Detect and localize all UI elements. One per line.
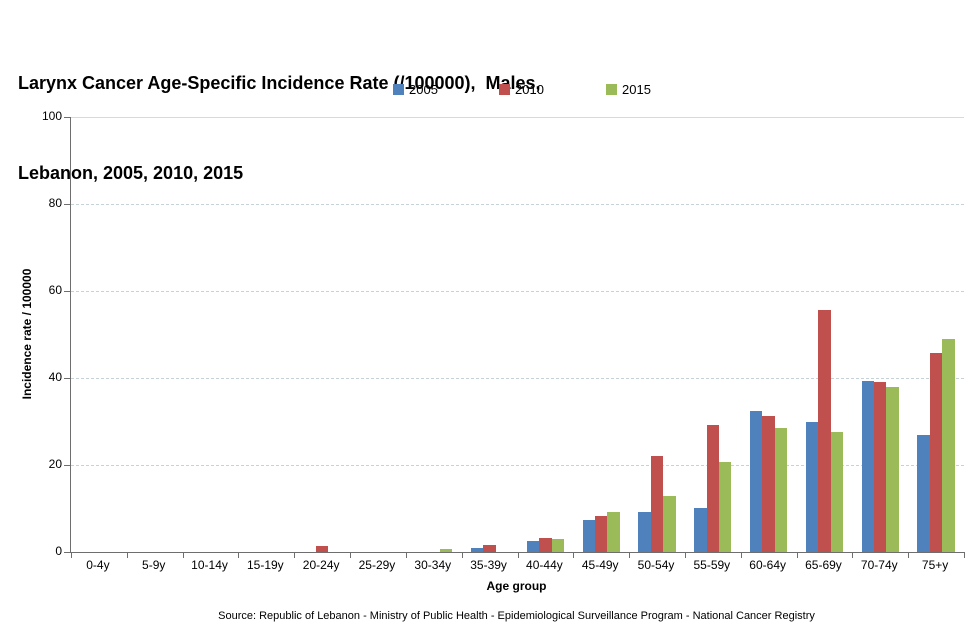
bar-2015-30-34y [439, 549, 453, 552]
bar-2015-45-49y [607, 511, 620, 552]
bar-2005-45-49y [582, 519, 595, 552]
y-axis-title: Incidence rate / 100000 [20, 268, 34, 400]
x-tick-10 [629, 552, 631, 558]
bar-2005-60-64y [750, 410, 763, 552]
bar-2005-75+y [917, 435, 930, 552]
bar-2010-20-24y [315, 546, 329, 552]
y-tick-label-80: 80 [48, 196, 62, 210]
legend-item-2005: 2005 [393, 82, 438, 97]
y-tick-label-20: 20 [48, 457, 62, 471]
y-tick-0 [64, 552, 71, 553]
y-tick-80 [64, 204, 71, 205]
legend-item-2010: 2010 [499, 82, 544, 97]
x-tick-9 [573, 552, 575, 558]
x-tick-label-5-9y: 5-9y [142, 558, 166, 572]
x-tick-5 [350, 552, 352, 558]
y-tick-label-0: 0 [55, 544, 62, 558]
y-tick-label-100: 100 [41, 109, 62, 123]
bar-2010-50-54y [650, 456, 664, 552]
x-axis-title: Age group [486, 579, 547, 593]
bar-2015-40-44y [551, 538, 564, 552]
x-tick-1 [126, 552, 128, 558]
x-tick-label-55-59y: 55-59y [693, 558, 731, 572]
legend-swatch-2015 [606, 84, 617, 95]
bar-2010-55-59y [706, 424, 720, 552]
legend: 2005 2010 2015 [0, 82, 976, 98]
x-tick-label-60-64y: 60-64y [749, 558, 786, 572]
x-tick-label-30-34y: 30-34y [414, 558, 452, 572]
plot-area [64, 117, 965, 558]
gridline-20 [71, 465, 964, 466]
gridline-60 [71, 291, 964, 292]
bar-2010-75+y [929, 353, 943, 552]
bar-2010-65-69y [818, 310, 831, 552]
y-tick-label-60: 60 [48, 283, 62, 297]
bar-2010-45-49y [595, 516, 608, 552]
x-tick-label-70-74y: 70-74y [860, 558, 898, 572]
bar-2005-65-69y [805, 422, 819, 552]
y-tick-40 [64, 378, 71, 379]
x-tick-7 [461, 552, 463, 558]
bar-2010-40-44y [539, 538, 552, 552]
legend-swatch-2005 [393, 84, 404, 95]
x-tick-label-40-44y: 40-44y [526, 558, 563, 572]
bar-2005-70-74y [861, 381, 875, 552]
x-tick-label-15-19y: 15-19y [246, 558, 284, 572]
bar-2005-40-44y [526, 540, 540, 552]
x-tick-label-45-49y: 45-49y [581, 558, 619, 572]
x-tick-4 [294, 552, 296, 558]
x-tick-label-10-14y: 10-14y [191, 558, 228, 572]
bar-2005-55-59y [694, 508, 707, 552]
gridline-80 [71, 204, 964, 205]
bar-2015-65-69y [830, 431, 844, 552]
x-tick-label-75+y: 75+y [921, 558, 949, 572]
bar-2010-60-64y [762, 416, 775, 552]
bar-2015-70-74y [886, 386, 899, 552]
x-tick-16 [964, 552, 965, 558]
x-tick-14 [852, 552, 854, 558]
x-tick-0 [71, 552, 72, 558]
legend-swatch-2010 [499, 84, 510, 95]
x-tick-15 [908, 552, 910, 558]
y-tick-label-40: 40 [48, 370, 62, 384]
x-tick-label-50-54y: 50-54y [637, 558, 675, 572]
bar-2015-75+y [942, 339, 955, 552]
legend-label-2005: 2005 [409, 82, 438, 97]
bar-2015-55-59y [719, 462, 732, 552]
y-tick-20 [64, 465, 71, 466]
x-tick-label-20-24y: 20-24y [302, 558, 340, 572]
legend-item-2015: 2015 [606, 82, 651, 97]
bar-2010-35-39y [483, 544, 496, 552]
bar-2010-70-74y [874, 381, 887, 552]
bar-2015-60-64y [774, 427, 788, 552]
gridline-40 [71, 378, 964, 379]
bar-2005-35-39y [470, 548, 484, 552]
x-tick-6 [405, 552, 407, 558]
legend-label-2010: 2010 [515, 82, 544, 97]
x-tick-3 [238, 552, 240, 558]
x-tick-12 [740, 552, 742, 558]
y-tick-60 [64, 291, 71, 292]
x-tick-label-0-4y: 0-4y [86, 558, 110, 572]
chart-title-line2: Lebanon, 2005, 2010, 2015 [18, 163, 244, 183]
x-tick-label-65-69y: 65-69y [805, 558, 842, 572]
x-tick-13 [796, 552, 798, 558]
bar-2005-50-54y [638, 511, 651, 552]
x-tick-11 [684, 552, 686, 558]
x-tick-2 [182, 552, 184, 558]
x-tick-8 [517, 552, 519, 558]
x-tick-label-35-39y: 35-39y [470, 558, 507, 572]
source-line: Source: Republic of Lebanon - Ministry o… [218, 610, 815, 622]
x-tick-label-25-29y: 25-29y [358, 558, 396, 572]
y-tick-100 [64, 117, 71, 118]
gridline-100 [71, 117, 964, 118]
bar-2015-50-54y [663, 496, 676, 552]
legend-label-2015: 2015 [622, 82, 651, 97]
